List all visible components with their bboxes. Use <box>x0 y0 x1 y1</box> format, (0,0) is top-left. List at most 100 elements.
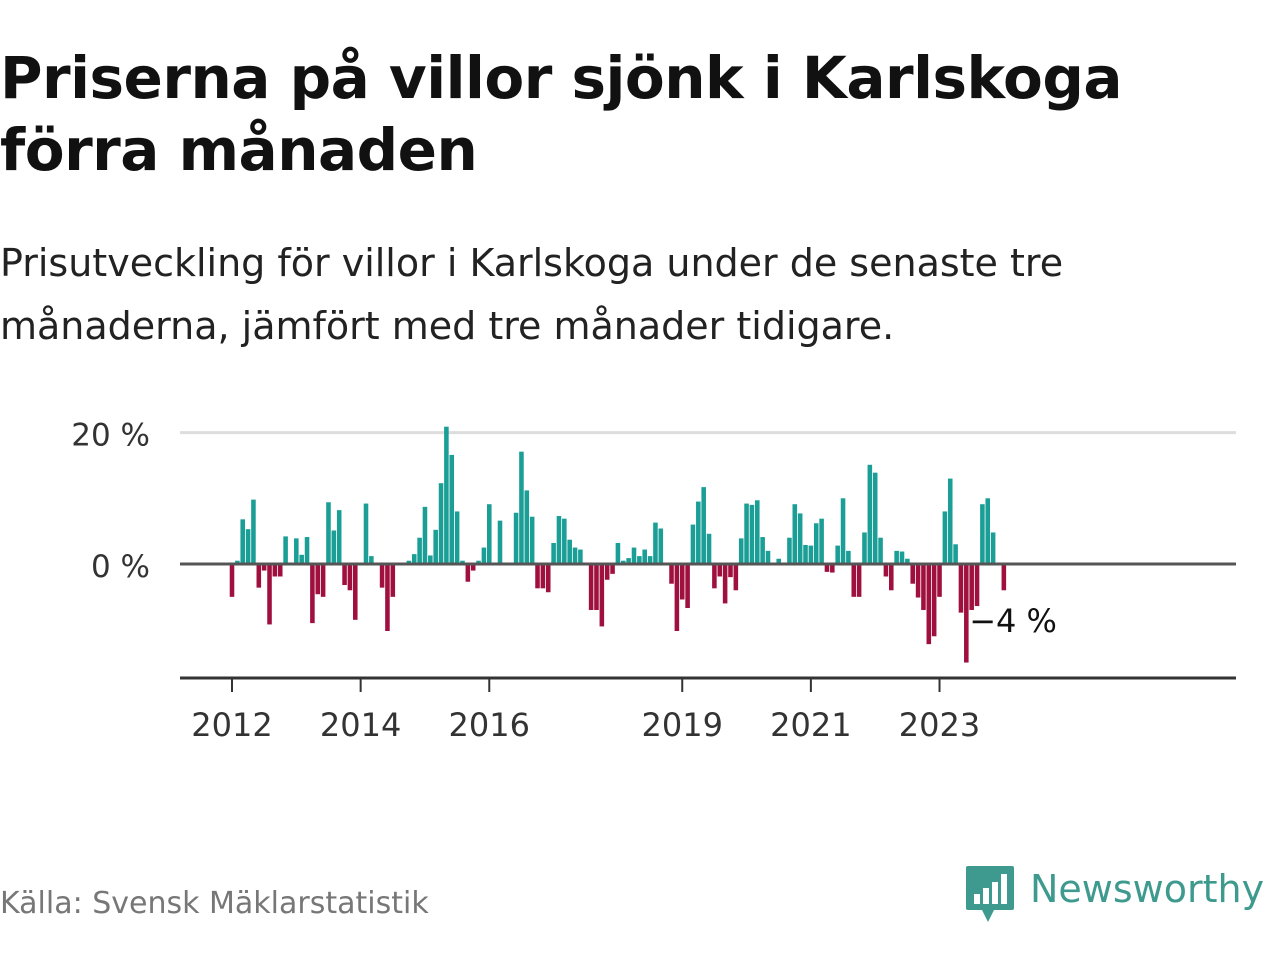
bar <box>964 564 969 663</box>
bar <box>304 537 310 564</box>
bar <box>1001 564 1007 591</box>
bar <box>519 451 524 564</box>
bar <box>428 555 433 564</box>
bar <box>921 564 926 610</box>
bar <box>315 564 321 595</box>
bar <box>294 538 299 564</box>
bar <box>851 564 857 597</box>
bar <box>905 558 910 564</box>
bar <box>942 511 948 564</box>
bar <box>433 529 438 564</box>
bar <box>738 538 744 564</box>
bar <box>336 510 342 564</box>
bar <box>621 560 626 565</box>
x-tick-label: 2016 <box>449 706 530 744</box>
bar <box>229 564 235 597</box>
bar <box>840 498 846 564</box>
bar <box>572 547 578 564</box>
brand-logo-group[interactable]: Newsworthy <box>964 864 1264 928</box>
bar <box>679 564 685 600</box>
bar <box>379 564 385 588</box>
x-tick-label: 2014 <box>320 706 401 744</box>
bar <box>529 516 535 564</box>
bar <box>674 564 680 632</box>
bar <box>422 506 428 564</box>
bar <box>599 564 605 627</box>
bar <box>862 532 867 564</box>
bar <box>947 478 953 564</box>
bar <box>969 564 974 610</box>
bar <box>261 564 267 571</box>
y-tick-label: 20 % <box>71 418 150 454</box>
bar <box>320 564 326 597</box>
bar <box>578 549 583 564</box>
bar <box>733 564 739 591</box>
bar <box>481 547 487 564</box>
bar <box>240 519 245 564</box>
bar <box>974 564 980 607</box>
bars-layer <box>229 426 1007 663</box>
label-layer: 20 % 0 % 2012 2014 2016 2019 2021 2023 −4 % <box>71 418 1057 744</box>
x-tick-label: 2019 <box>642 706 723 744</box>
axis-layer <box>180 562 1236 692</box>
bar <box>299 554 304 564</box>
bar <box>824 564 830 572</box>
bar <box>797 513 803 564</box>
y-tick-label: 0 % <box>91 549 150 585</box>
bar <box>615 542 621 564</box>
bar <box>653 522 658 564</box>
bar <box>272 564 278 577</box>
bar <box>454 511 460 564</box>
bar <box>626 558 631 564</box>
bar <box>749 504 755 564</box>
bar <box>755 500 760 564</box>
bar <box>685 564 690 609</box>
bar <box>872 472 878 564</box>
x-tick-label: 2023 <box>899 706 980 744</box>
bar <box>524 490 530 564</box>
bar <box>497 520 503 564</box>
bar <box>717 564 723 577</box>
bar <box>669 564 674 584</box>
bar <box>937 564 942 597</box>
bar <box>883 564 889 577</box>
bar <box>267 564 272 625</box>
bar <box>765 550 771 564</box>
bar <box>460 560 465 565</box>
bar <box>631 547 637 564</box>
newsworthy-logo-icon <box>966 866 1014 922</box>
bar <box>658 528 664 564</box>
bar <box>813 523 819 564</box>
bar <box>513 512 519 564</box>
bar <box>958 564 964 613</box>
bar <box>310 564 315 624</box>
bar-chart: 20 % 0 % 2012 2014 2016 2019 2021 2023 −4 % <box>71 418 1236 744</box>
bar <box>411 554 417 565</box>
bar <box>953 544 958 564</box>
bar <box>910 564 915 584</box>
bar <box>985 498 991 564</box>
bar <box>931 564 937 637</box>
bar <box>449 454 455 564</box>
bar <box>980 504 985 564</box>
bar <box>476 560 481 565</box>
bar <box>369 556 374 564</box>
bar <box>465 564 471 582</box>
bar <box>835 545 840 564</box>
bar <box>846 550 851 564</box>
bar <box>438 483 444 564</box>
bar <box>277 564 283 577</box>
bar <box>819 518 824 564</box>
bar <box>830 564 835 573</box>
bar <box>567 539 572 564</box>
bar <box>487 504 492 564</box>
bar <box>444 426 449 564</box>
bar <box>326 502 331 564</box>
bar <box>722 564 728 604</box>
bar <box>406 560 412 565</box>
source-note: Källa: Svensk Mäklarstatistik <box>0 886 429 921</box>
bar <box>690 524 696 564</box>
bar <box>385 564 390 632</box>
bar <box>331 530 337 564</box>
bar <box>744 503 749 564</box>
